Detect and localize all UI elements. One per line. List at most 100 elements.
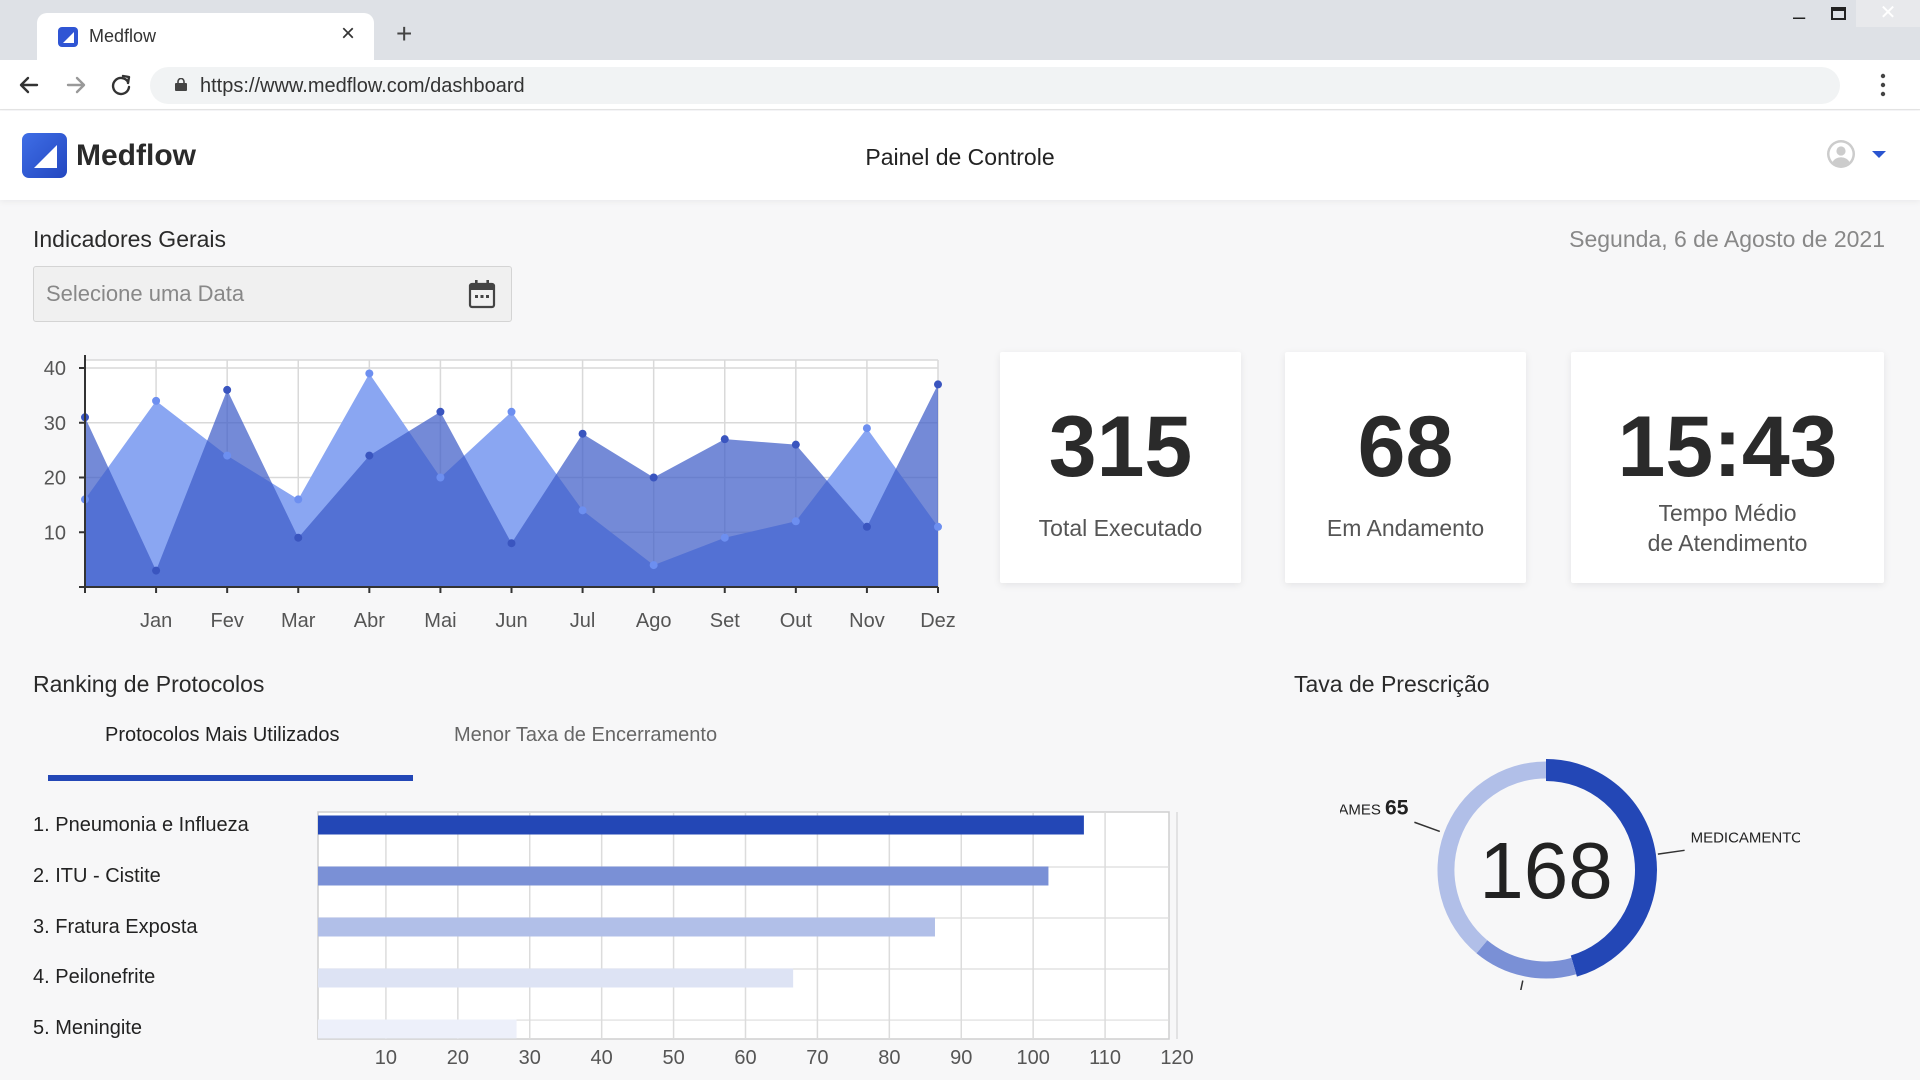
data-point xyxy=(649,473,658,482)
slice-label: MEDICAMENTOS 76 xyxy=(1691,824,1800,847)
current-date: Segunda, 6 de Agosto de 2021 xyxy=(1569,226,1885,252)
data-point xyxy=(720,533,729,542)
bar xyxy=(318,917,935,937)
window-maximize-icon[interactable] xyxy=(1831,7,1846,20)
data-point xyxy=(934,522,942,531)
app-header: Medflow Painel de Controle xyxy=(0,111,1920,200)
kpi-card-tempo-medio: 15:43 Tempo Médio de Atendimento xyxy=(1571,352,1884,583)
data-point xyxy=(152,566,161,575)
ranking-item: 5. Meningite xyxy=(33,1017,142,1039)
data-point xyxy=(578,429,587,438)
forward-arrow-icon[interactable] xyxy=(61,70,91,100)
data-point xyxy=(649,561,658,570)
x-tick-label: 70 xyxy=(806,1047,828,1069)
y-tick-label: 20 xyxy=(44,468,66,490)
x-tick-label: Nov xyxy=(849,610,885,632)
bar xyxy=(318,866,1049,886)
kpi-label: Total Executado xyxy=(1038,515,1203,541)
window-close-icon[interactable]: ✕ xyxy=(1856,0,1920,27)
x-tick-label: 120 xyxy=(1160,1047,1193,1069)
x-tick-label: 100 xyxy=(1016,1047,1049,1069)
x-tick-label: Abr xyxy=(354,610,385,632)
x-tick-label: Ago xyxy=(636,610,672,632)
x-tick-label: 80 xyxy=(878,1047,900,1069)
ranking-item: 3. Fratura Exposta xyxy=(33,916,198,938)
data-point xyxy=(365,451,374,460)
slice-leader-line xyxy=(1657,849,1685,855)
data-point xyxy=(436,407,445,416)
medflow-logo-icon[interactable] xyxy=(22,133,67,178)
donut-slice xyxy=(1437,761,1547,954)
calendar-icon[interactable] xyxy=(468,279,496,309)
section-title-ranking: Ranking de Protocolos xyxy=(33,671,265,697)
medflow-favicon-icon xyxy=(58,27,78,47)
x-tick-label: Jun xyxy=(495,610,527,632)
browser-tabbar: Medflow × + – ✕ xyxy=(0,0,1920,60)
donut-center-total: 168 xyxy=(1479,826,1612,915)
data-point xyxy=(365,369,374,378)
x-tick-label: Out xyxy=(780,610,813,632)
kpi-card-em-andamento: 68 Em Andamento xyxy=(1285,352,1526,583)
x-tick-label: 30 xyxy=(519,1047,541,1069)
data-point xyxy=(294,495,303,504)
kpi-label-line1: Tempo Médio xyxy=(1658,500,1797,526)
x-tick-label: 40 xyxy=(591,1047,613,1069)
back-arrow-icon[interactable] xyxy=(14,70,44,100)
data-point xyxy=(791,517,800,526)
bar xyxy=(318,968,794,988)
y-tick-label: 40 xyxy=(44,358,66,380)
lock-icon xyxy=(175,78,187,91)
x-tick-label: 60 xyxy=(734,1047,756,1069)
tab-menor-taxa-encerramento[interactable]: Menor Taxa de Encerramento xyxy=(454,724,718,746)
y-tick-label: 10 xyxy=(44,522,66,544)
reload-icon[interactable] xyxy=(106,70,136,100)
tab-close-icon[interactable]: × xyxy=(341,20,356,47)
x-tick-label: 50 xyxy=(662,1047,684,1069)
bar xyxy=(318,1019,517,1039)
window-minimize-icon[interactable]: – xyxy=(1793,4,1806,29)
new-tab-icon[interactable]: + xyxy=(396,18,413,49)
date-input[interactable] xyxy=(34,267,454,321)
x-tick-label: 110 xyxy=(1089,1047,1121,1069)
data-point xyxy=(862,522,871,531)
user-avatar-icon[interactable] xyxy=(1826,139,1856,169)
section-title-indicadores: Indicadores Gerais xyxy=(33,226,227,252)
kpi-card-total-executado: 315 Total Executado xyxy=(1000,352,1241,583)
logo-text[interactable]: Medflow xyxy=(76,139,196,172)
protocol-ranking-bar-chart: 10 20 30 40 50 60 70 80 90 100 110 120 xyxy=(317,811,1194,1069)
data-point xyxy=(720,435,729,444)
data-point xyxy=(294,533,303,542)
slice-label: EXAMES 65 xyxy=(1340,796,1409,819)
x-tick-label: 20 xyxy=(447,1047,469,1069)
data-point xyxy=(791,440,800,449)
x-tick-label: Mar xyxy=(281,610,316,632)
kpi-value: 315 xyxy=(1048,399,1193,495)
browser-menu-icon[interactable] xyxy=(1880,72,1886,98)
x-tick-label: Jul xyxy=(570,610,596,632)
url-text: https://www.medflow.com/dashboard xyxy=(200,75,525,97)
data-point xyxy=(223,451,232,460)
data-point xyxy=(223,385,232,394)
donut-slice xyxy=(1545,759,1657,977)
data-point xyxy=(436,473,445,482)
page-title: Painel de Controle xyxy=(865,144,1055,170)
data-point xyxy=(862,424,871,433)
tab-title: Medflow xyxy=(89,26,157,46)
browser-tab[interactable]: Medflow × xyxy=(37,13,374,60)
x-tick-label: Dez xyxy=(920,610,956,632)
ranking-item: 2. ITU - Cistite xyxy=(33,865,161,887)
data-point xyxy=(507,539,516,548)
active-tab-indicator xyxy=(48,775,413,781)
y-tick-label: 30 xyxy=(44,413,66,435)
date-picker[interactable] xyxy=(33,266,512,322)
x-tick-label: 10 xyxy=(375,1047,397,1069)
tab-protocolos-mais-utilizados[interactable]: Protocolos Mais Utilizados xyxy=(105,724,340,746)
address-bar[interactable]: https://www.medflow.com/dashboard xyxy=(150,67,1840,104)
ranking-item: 4. Peilonefrite xyxy=(33,966,156,988)
browser-toolbar: https://www.medflow.com/dashboard xyxy=(0,60,1920,110)
bar xyxy=(318,815,1084,835)
section-title-prescricao: Tava de Prescrição xyxy=(1294,671,1490,697)
kpi-value: 15:43 xyxy=(1617,399,1838,495)
user-menu-chevron-down-icon[interactable] xyxy=(1872,151,1886,158)
kpi-label-line2: de Atendimento xyxy=(1647,530,1808,556)
